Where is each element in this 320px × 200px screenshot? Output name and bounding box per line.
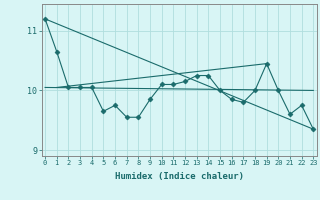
X-axis label: Humidex (Indice chaleur): Humidex (Indice chaleur) — [115, 172, 244, 181]
